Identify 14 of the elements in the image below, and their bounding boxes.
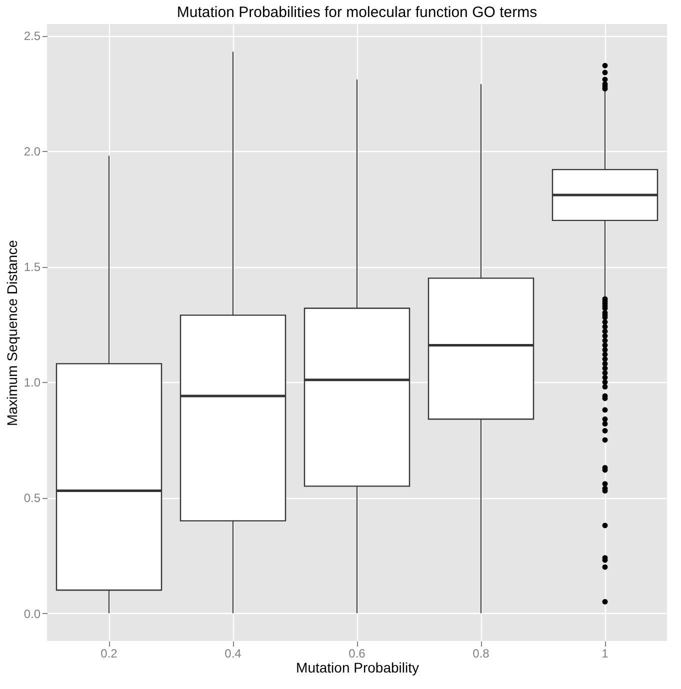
y-tick-label: 1.5 <box>24 260 41 274</box>
x-tick-label: 0.2 <box>100 646 118 660</box>
y-tick-label: 0.0 <box>24 606 41 621</box>
x-tick-label: 0.6 <box>348 646 366 660</box>
x-tick-label: 0.4 <box>224 646 242 660</box>
y-axis-title: Maximum Sequence Distance <box>4 240 20 426</box>
x-axis-title: Mutation Probability <box>296 660 419 676</box>
y-tick-label: 0.5 <box>24 491 41 506</box>
chart-title: Mutation Probabilities for molecular function GO terms <box>176 4 538 21</box>
y-tick-label: 2.5 <box>24 29 41 44</box>
x-tick-label: 1 <box>602 646 609 660</box>
y-tick-label: 2.0 <box>24 144 41 159</box>
y-tick-label: 1.0 <box>24 376 41 390</box>
x-tick-label: 0.8 <box>472 646 490 660</box>
